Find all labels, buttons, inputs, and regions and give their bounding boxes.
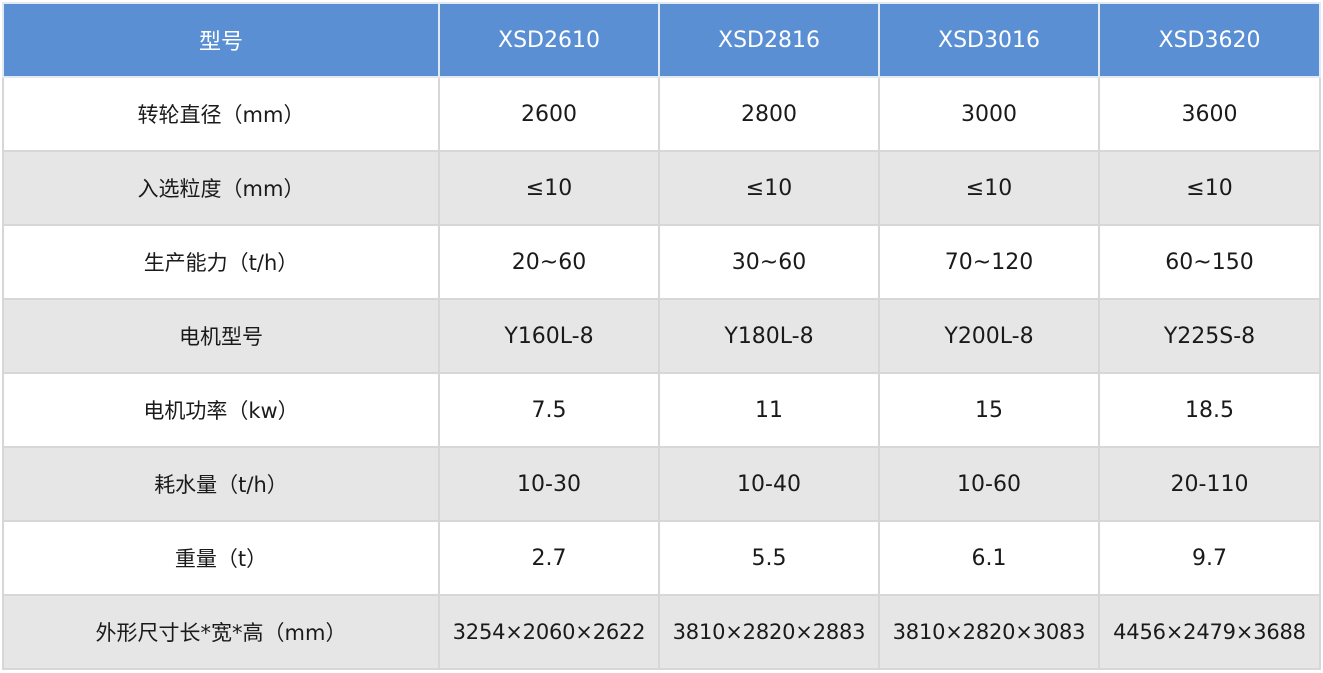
table-cell: Y225S-8 [1098, 298, 1321, 374]
row-label: 转轮直径（mm） [2, 76, 440, 152]
table-cell: ≤10 [878, 150, 1100, 226]
table-row: 生产能力（t/h） 20~60 30~60 70~120 60~150 [2, 224, 1321, 300]
header-model-xsd3016: XSD3016 [878, 2, 1100, 78]
table-cell: 3810×2820×2883 [658, 594, 880, 670]
row-label: 电机型号 [2, 298, 440, 374]
table-cell: ≤10 [438, 150, 660, 226]
table-cell: ≤10 [658, 150, 880, 226]
table-cell: 7.5 [438, 372, 660, 448]
header-model-label: 型号 [2, 2, 440, 78]
table-cell: 2600 [438, 76, 660, 152]
row-label: 重量（t） [2, 520, 440, 596]
row-label: 电机功率（kw） [2, 372, 440, 448]
table-cell: 3254×2060×2622 [438, 594, 660, 670]
table-cell: 70~120 [878, 224, 1100, 300]
table-cell: 30~60 [658, 224, 880, 300]
table-cell: 5.5 [658, 520, 880, 596]
table-row: 转轮直径（mm） 2600 2800 3000 3600 [2, 76, 1321, 152]
table-cell: 4456×2479×3688 [1098, 594, 1321, 670]
table-cell: Y200L-8 [878, 298, 1100, 374]
table-cell: 15 [878, 372, 1100, 448]
table-cell: 20~60 [438, 224, 660, 300]
table-cell: ≤10 [1098, 150, 1321, 226]
table-cell: 10-60 [878, 446, 1100, 522]
table-cell: 9.7 [1098, 520, 1321, 596]
header-model-xsd3620: XSD3620 [1098, 2, 1321, 78]
row-label: 外形尺寸长*宽*高（mm） [2, 594, 440, 670]
table-cell: 18.5 [1098, 372, 1321, 448]
table-cell: 2800 [658, 76, 880, 152]
table-cell: Y160L-8 [438, 298, 660, 374]
table-cell: 11 [658, 372, 880, 448]
header-model-xsd2816: XSD2816 [658, 2, 880, 78]
table-cell: 10-30 [438, 446, 660, 522]
header-model-xsd2610: XSD2610 [438, 2, 660, 78]
table-row: 电机型号 Y160L-8 Y180L-8 Y200L-8 Y225S-8 [2, 298, 1321, 374]
table-row: 重量（t） 2.7 5.5 6.1 9.7 [2, 520, 1321, 596]
table-cell: 20-110 [1098, 446, 1321, 522]
table-row: 外形尺寸长*宽*高（mm） 3254×2060×2622 3810×2820×2… [2, 594, 1321, 670]
table-cell: 3810×2820×3083 [878, 594, 1100, 670]
table-cell: Y180L-8 [658, 298, 880, 374]
table-row: 耗水量（t/h） 10-30 10-40 10-60 20-110 [2, 446, 1321, 522]
table-row: 电机功率（kw） 7.5 11 15 18.5 [2, 372, 1321, 448]
table-header-row: 型号 XSD2610 XSD2816 XSD3016 XSD3620 [2, 2, 1321, 78]
row-label: 耗水量（t/h） [2, 446, 440, 522]
table-cell: 60~150 [1098, 224, 1321, 300]
table-row: 入选粒度（mm） ≤10 ≤10 ≤10 ≤10 [2, 150, 1321, 226]
table-cell: 2.7 [438, 520, 660, 596]
table-cell: 10-40 [658, 446, 880, 522]
table-cell: 6.1 [878, 520, 1100, 596]
table-cell: 3600 [1098, 76, 1321, 152]
row-label: 生产能力（t/h） [2, 224, 440, 300]
table-cell: 3000 [878, 76, 1100, 152]
row-label: 入选粒度（mm） [2, 150, 440, 226]
